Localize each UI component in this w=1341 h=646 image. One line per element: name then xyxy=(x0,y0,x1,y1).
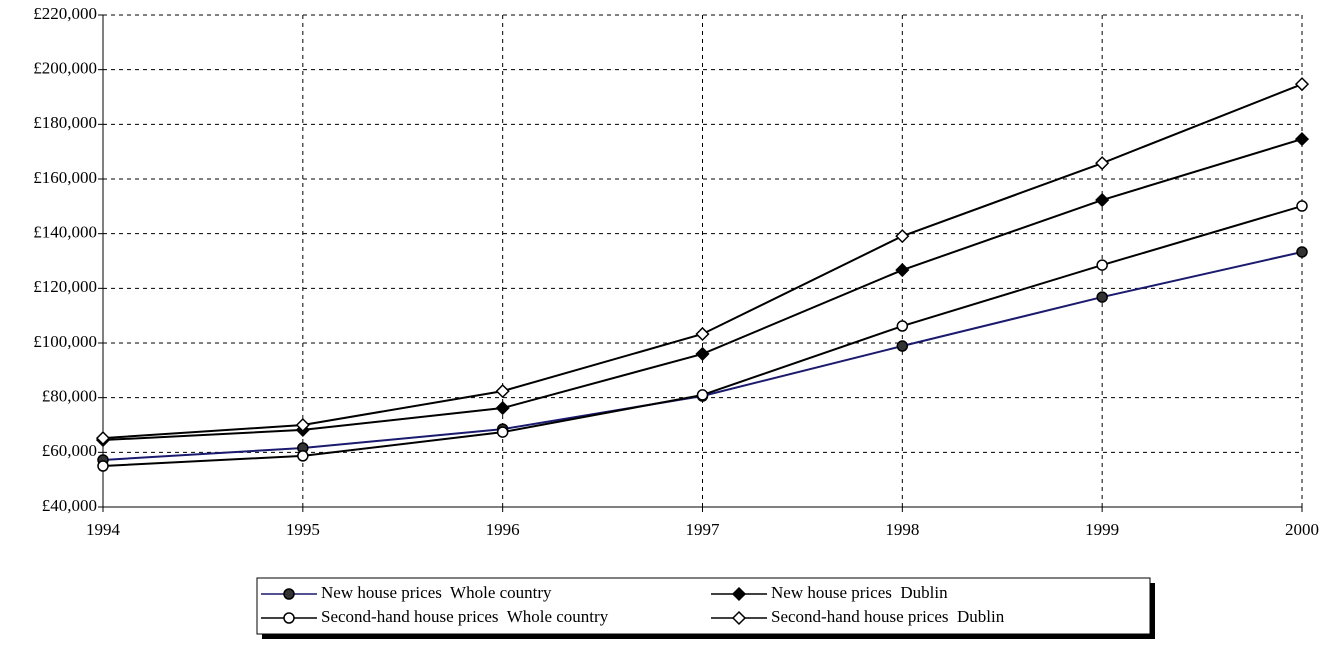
marker xyxy=(1095,156,1110,171)
marker xyxy=(495,384,510,399)
x-tick-label: 1996 xyxy=(486,520,520,539)
marker xyxy=(731,586,747,602)
marker xyxy=(1296,200,1308,212)
marker xyxy=(696,389,709,401)
marker xyxy=(1096,291,1108,303)
x-tick-label: 1999 xyxy=(1085,520,1119,539)
marker xyxy=(896,340,909,352)
y-tick-label: £120,000 xyxy=(33,277,97,296)
marker xyxy=(896,320,909,332)
marker xyxy=(1096,259,1108,271)
x-tick-label: 1998 xyxy=(885,520,919,539)
y-tick-label: £220,000 xyxy=(33,4,97,23)
y-tick-label: £140,000 xyxy=(33,223,97,242)
marker xyxy=(731,610,747,626)
marker xyxy=(695,326,710,342)
marker xyxy=(1294,77,1310,92)
y-tick-label: £40,000 xyxy=(42,496,97,515)
y-tick-label: £180,000 xyxy=(33,113,97,132)
marker xyxy=(495,400,510,416)
x-tick-label: 1997 xyxy=(686,520,721,539)
y-tick-label: £100,000 xyxy=(33,332,97,351)
y-tick-label: £80,000 xyxy=(42,387,97,406)
y-tick-label: £60,000 xyxy=(42,441,97,460)
marker xyxy=(297,450,309,462)
legend-label: Second-hand house prices Dublin xyxy=(771,607,1005,626)
y-tick-label: £160,000 xyxy=(33,168,97,187)
marker xyxy=(895,262,910,278)
legend xyxy=(256,577,1151,635)
marker xyxy=(695,346,710,361)
legend-label: New house prices Dublin xyxy=(771,583,948,602)
marker xyxy=(283,612,295,624)
marker xyxy=(1294,132,1310,147)
marker xyxy=(295,417,310,433)
x-tick-label: 2000 xyxy=(1285,520,1319,539)
marker xyxy=(496,426,509,438)
y-tick-label: £200,000 xyxy=(33,59,97,78)
legend-label: New house prices Whole country xyxy=(321,583,552,602)
x-tick-label: 1995 xyxy=(286,520,320,539)
marker xyxy=(283,588,295,600)
marker xyxy=(895,229,910,244)
marker xyxy=(95,431,111,446)
legend-label: Second-hand house prices Whole country xyxy=(321,607,609,626)
marker xyxy=(1296,246,1308,258)
x-tick-label: 1994 xyxy=(86,520,121,539)
marker xyxy=(97,460,109,472)
marker xyxy=(1095,192,1110,208)
